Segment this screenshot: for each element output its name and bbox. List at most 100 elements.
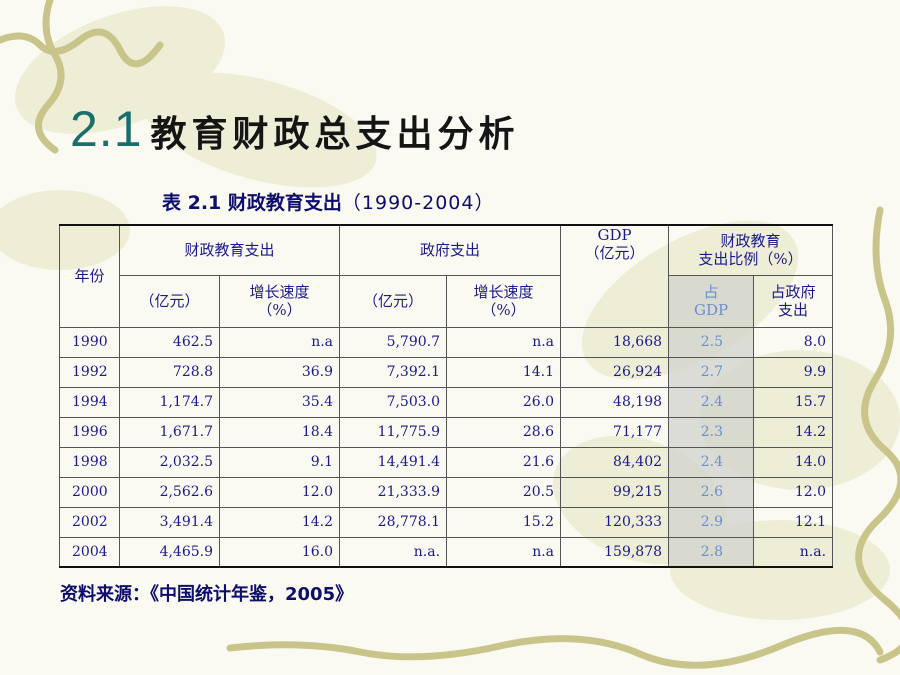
header-gov: 政府支出 [339, 224, 562, 276]
cell-gdp: 99,215 [560, 476, 670, 508]
cell-share-gov: 15.7 [753, 386, 834, 418]
cell-edu-growth: 36.9 [218, 356, 341, 388]
cell-year: 1990 [59, 326, 120, 358]
cell-gov-growth: 26.0 [446, 386, 562, 418]
header-edu: 财政教育支出 [118, 224, 341, 276]
cell-share-gov: 12.0 [753, 476, 834, 508]
cell-edu: 1,671.7 [119, 416, 220, 448]
header-gov-growth: 增长速度 （%） [446, 274, 562, 328]
table-row: 1998 2,032.5 9.1 14,491.4 21.6 84,402 2.… [59, 446, 834, 478]
cell-year: 1998 [59, 446, 120, 478]
table-row: 1992 728.8 36.9 7,392.1 14.1 26,924 2.7 … [59, 356, 834, 388]
slide-title: 2.1 教育财政总支出分析 [70, 100, 520, 170]
cell-edu-growth: 18.4 [218, 416, 341, 448]
cell-share-gdp: 2.8 [668, 536, 755, 568]
table-row: 1994 1,174.7 35.4 7,503.0 26.0 48,198 2.… [59, 386, 834, 418]
cell-edu: 4,465.9 [119, 536, 220, 568]
cell-share-gov: 9.9 [753, 356, 834, 388]
cell-share-gdp: 2.4 [668, 386, 755, 418]
cell-edu: 3,491.4 [119, 506, 220, 538]
header-ratio-line2: 支出比例（%） [698, 250, 803, 269]
cell-edu-growth: 9.1 [218, 446, 341, 478]
cell-share-gov: 12.1 [753, 506, 834, 538]
cell-gov: 5,790.7 [339, 326, 448, 358]
cell-gdp: 48,198 [560, 386, 670, 418]
cell-gov: 14,491.4 [339, 446, 448, 478]
header-share-gdp: 占 GDP [668, 274, 755, 328]
title-text: 教育财政总支出分析 [150, 113, 520, 155]
cell-gov: 28,778.1 [339, 506, 448, 538]
cell-gov: 7,392.1 [339, 356, 448, 388]
cell-year: 1994 [59, 386, 120, 418]
cell-edu-growth: 35.4 [218, 386, 341, 418]
cell-year: 2004 [59, 536, 120, 568]
cell-gov-growth: 15.2 [446, 506, 562, 538]
cell-share-gdp: 2.9 [668, 506, 755, 538]
header-share-gdp-line1: 占 [703, 283, 719, 301]
header-gdp: GDP （亿元） [560, 224, 670, 328]
header-share-gov: 占政府 支出 [753, 274, 834, 328]
cell-gov-growth: n.a [446, 326, 562, 358]
cell-share-gdp: 2.5 [668, 326, 755, 358]
education-expenditure-table: 年份 财政教育支出 政府支出 GDP （亿元） 财政教育 支出比例（%） （亿元… [59, 224, 834, 568]
table-row: 1996 1,671.7 18.4 11,775.9 28.6 71,177 2… [59, 416, 834, 448]
cell-gdp: 26,924 [560, 356, 670, 388]
cell-year: 2000 [59, 476, 120, 508]
table-row: 2004 4,465.9 16.0 n.a. n.a 159,878 2.8 n… [59, 536, 834, 568]
cell-year: 2002 [59, 506, 120, 538]
cell-edu: 2,562.6 [119, 476, 220, 508]
header-gdp-unit: （亿元） [584, 244, 645, 262]
cell-gov-growth: 20.5 [446, 476, 562, 508]
header-gov-amount: （亿元） [339, 274, 448, 328]
cell-edu-growth: 12.0 [218, 476, 341, 508]
cell-edu-growth: 16.0 [218, 536, 341, 568]
title-number: 2.1 [70, 101, 143, 157]
table-caption: 表 2.1 财政教育支出（1990-2004） [162, 188, 494, 215]
cell-edu-growth: 14.2 [218, 506, 341, 538]
header-share-gov-line2: 支出 [778, 301, 809, 319]
header-year: 年份 [59, 224, 120, 328]
caption-prefix: 表 2.1 财政教育支出 [162, 192, 342, 214]
cell-gdp: 84,402 [560, 446, 670, 478]
cell-gov: 11,775.9 [339, 416, 448, 448]
header-ratio-line1: 财政教育 [720, 232, 781, 251]
header-ratio: 财政教育 支出比例（%） [668, 224, 834, 276]
cell-year: 1992 [59, 356, 120, 388]
header-share-gov-line1: 占政府 [770, 283, 816, 301]
cell-gov: 21,333.9 [339, 476, 448, 508]
cell-edu-growth: n.a [218, 326, 341, 358]
cell-gov-growth: 14.1 [446, 356, 562, 388]
cell-share-gdp: 2.3 [668, 416, 755, 448]
cell-year: 1996 [59, 416, 120, 448]
cell-share-gdp: 2.4 [668, 446, 755, 478]
header-edu-growth-line2: （%） [257, 301, 302, 319]
header-gdp-label: GDP [597, 226, 632, 244]
cell-edu: 2,032.5 [119, 446, 220, 478]
cell-gov: 7,503.0 [339, 386, 448, 418]
cell-gdp: 159,878 [560, 536, 670, 568]
table-row: 1990 462.5 n.a 5,790.7 n.a 18,668 2.5 8.… [59, 326, 834, 358]
cell-share-gdp: 2.6 [668, 476, 755, 508]
header-gov-growth-line1: 增长速度 [473, 283, 534, 301]
cell-edu: 728.8 [119, 356, 220, 388]
cell-share-gov: 14.2 [753, 416, 834, 448]
table-row: 2002 3,491.4 14.2 28,778.1 15.2 120,333 … [59, 506, 834, 538]
caption-range: （1990-2004） [341, 192, 495, 214]
cell-share-gov: n.a. [753, 536, 834, 568]
header-edu-growth: 增长速度 （%） [218, 274, 341, 328]
cell-share-gov: 14.0 [753, 446, 834, 478]
cell-gov-growth: n.a [446, 536, 562, 568]
cell-edu: 1,174.7 [119, 386, 220, 418]
cell-gov: n.a. [339, 536, 448, 568]
cell-gov-growth: 21.6 [446, 446, 562, 478]
cell-edu: 462.5 [119, 326, 220, 358]
header-gov-growth-line2: （%） [481, 301, 526, 319]
cell-gdp: 120,333 [560, 506, 670, 538]
header-edu-growth-line1: 增长速度 [249, 283, 310, 301]
cell-gdp: 71,177 [560, 416, 670, 448]
cell-share-gdp: 2.7 [668, 356, 755, 388]
cell-share-gov: 8.0 [753, 326, 834, 358]
table-row: 2000 2,562.6 12.0 21,333.9 20.5 99,215 2… [59, 476, 834, 508]
source-note: 资料来源：《中国统计年鉴，2005》 [60, 584, 354, 605]
header-share-gdp-line2: GDP [693, 301, 729, 319]
